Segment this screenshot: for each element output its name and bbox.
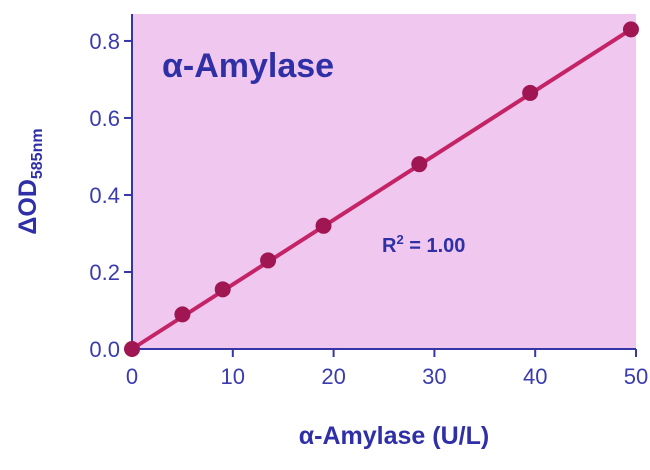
y-axis-title-subscript: 585nm: [29, 128, 46, 179]
x-tick-label: 0: [126, 364, 138, 389]
x-axis-title: α-Amylase (U/L): [299, 422, 489, 450]
x-axis: 0 10 20 30 40 50: [126, 348, 648, 389]
data-point: [124, 341, 140, 357]
y-axis-title-main: ΔOD: [14, 179, 42, 234]
x-tick-label: 10: [221, 364, 245, 389]
r-squared-value: = 1.00: [404, 235, 466, 257]
data-point: [411, 156, 428, 173]
x-tick-label: 40: [523, 364, 547, 389]
data-point: [260, 252, 277, 269]
y-tick-label: 0.6: [89, 106, 120, 131]
y-tick-label: 0.0: [89, 337, 120, 362]
data-point: [622, 21, 639, 38]
chart-title: α-Amylase: [162, 47, 334, 85]
y-axis-title: ΔOD585nm: [14, 128, 46, 234]
data-points-group: [124, 21, 639, 357]
r-squared-prefix: R: [382, 235, 397, 257]
fit-line: [130, 27, 633, 351]
r-squared-superscript: 2: [396, 232, 403, 247]
y-tick-label: 0.8: [89, 29, 120, 54]
data-point: [315, 217, 332, 234]
y-tick-label: 0.2: [89, 260, 120, 285]
y-axis: 0.0 0.2 0.4 0.6 0.8: [89, 14, 133, 362]
data-point: [214, 281, 231, 298]
fit-line-group: [130, 27, 633, 351]
x-tick-label: 30: [422, 364, 446, 389]
r-squared-annotation: R2 = 1.00: [382, 232, 465, 257]
data-point: [522, 84, 539, 101]
x-tick-label: 20: [321, 364, 345, 389]
x-tick-label: 50: [624, 364, 648, 389]
y-tick-label: 0.4: [89, 183, 120, 208]
data-point: [174, 306, 191, 323]
